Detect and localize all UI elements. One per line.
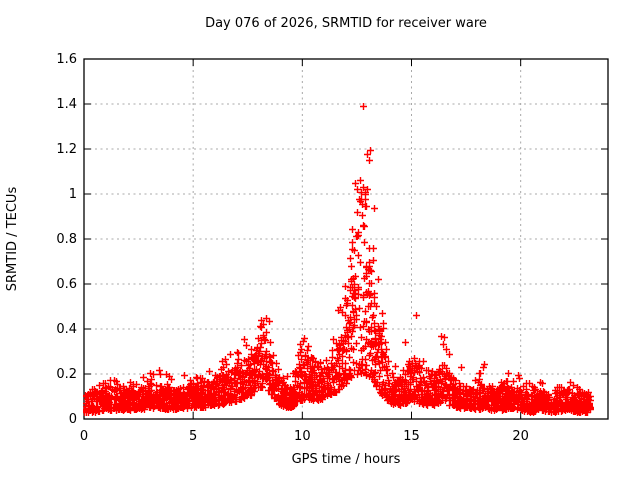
y-tick-label: 0.6	[56, 277, 77, 292]
x-tick-label: 15	[403, 429, 420, 444]
x-axis-label: GPS time / hours	[291, 452, 401, 467]
chart-title: Day 076 of 2026, SRMTID for receiver war…	[205, 16, 487, 31]
y-tick-label: 1	[68, 187, 77, 202]
x-tick-label: 20	[512, 429, 529, 444]
x-tick-label: 5	[189, 429, 198, 444]
y-tick-label: 0.8	[56, 232, 77, 247]
y-tick-label: 0.2	[56, 367, 77, 382]
y-tick-label: 0.4	[56, 322, 77, 337]
scatter-points	[83, 103, 594, 416]
y-tick-label: 1.2	[56, 142, 77, 157]
y-tick-label: 1.4	[56, 97, 77, 112]
x-tick-label: 10	[294, 429, 311, 444]
x-tick-label: 0	[79, 429, 89, 444]
y-tick-label: 0	[68, 412, 77, 427]
plot-border	[83, 58, 609, 420]
y-tick-label: 1.6	[56, 52, 77, 67]
